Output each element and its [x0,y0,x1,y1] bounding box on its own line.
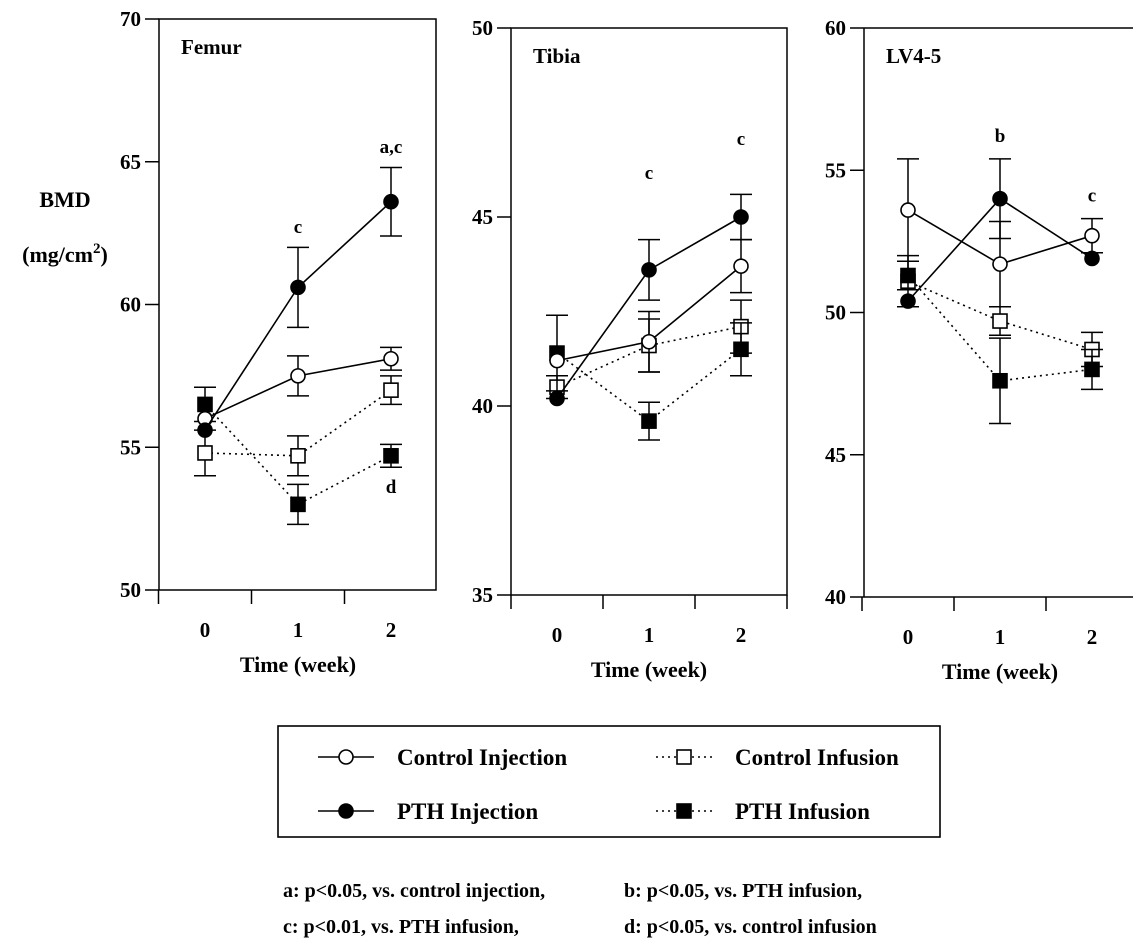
panel-tibia-series-control-injection-point-0 [549,352,565,369]
panel-tibia-series-control-injection-point-1 [641,333,657,350]
panel-tibia-ytick-label-35: 35 [472,583,493,607]
panel-lv4-5-series-control-injection-point-2 [1084,227,1100,244]
legend: Control Injection Control Infusion PTH Inj… [277,725,941,838]
panel-femur-title: Femur [181,35,242,59]
panel-femur-series-control-injection-point-1 [290,368,306,384]
panel-tibia-annotation-0: c [645,163,653,184]
panel-tibia-xtick-label-0: 0 [552,623,563,647]
legend-item-pth-injection-label: PTH Injection [397,799,538,824]
panel-tibia-title: Tibia [533,44,581,68]
panel-femur-ytick-label-55: 55 [120,435,141,459]
panel-femur-annotation-0: c [294,217,302,238]
panel-lv4-5-ytick-label-50: 50 [825,301,846,325]
legend-item-control-infusion-label: Control Infusion [735,745,899,770]
panel-lv4-5-ytick-label-45: 45 [825,443,846,467]
legend-box [277,725,941,838]
panel-lv4-5-ytick-label-40: 40 [825,585,846,609]
panel-femur-xtick-label-1: 1 [293,618,304,642]
panel-femur: 50 55 60 65 70 0 1 2 Time (week) Femur c a,c d [120,7,437,677]
panel-lv4-5-title: LV4-5 [886,44,941,68]
panel-lv4-5-xtick-label-2: 2 [1087,625,1098,649]
panel-femur-xtick-label-2: 2 [386,618,397,642]
panel-femur-ytick-label-70: 70 [120,7,141,31]
panel-tibia-series-pth-injection-point-0 [549,390,565,407]
panel-femur-series-pth-injection-point-2 [383,193,399,210]
panel-lv4-5-annotation-1: c [1088,186,1096,207]
panel-tibia-frame [510,27,788,596]
panel-lv4-5-x-label: Time (week) [942,659,1058,684]
panel-tibia-xtick-label-2: 2 [736,623,747,647]
panel-tibia-xtick-label-1: 1 [644,623,655,647]
panel-tibia-annotation-1: c [737,129,745,150]
panel-femur-series-control-infusion-point-1 [290,448,306,464]
panel-lv4-5-series-control-infusion-point-1 [992,313,1008,329]
panel-femur-series-pth-infusion-point-0 [197,396,213,413]
panel-femur-series-control-injection-point-2 [383,350,399,367]
panel-femur-series-control-infusion-point-2 [383,382,399,398]
panel-tibia-series-pth-infusion-point-1 [641,413,657,429]
panel-lv4-5: 40 45 50 55 60 0 1 2 Time (week) LV4-5 b c [825,16,1133,684]
legend-item-control-injection-label: Control Injection [397,745,567,770]
panel-tibia-ytick-label-40: 40 [472,394,493,418]
panel-femur-annotation-2: d [386,477,397,498]
panel-tibia-series-pth-infusion-point-2 [733,341,749,358]
panel-lv4-5-series-control-injection-point-1 [992,256,1008,272]
panel-lv4-5-series-pth-infusion-point-0 [900,267,916,284]
panel-femur-x-label: Time (week) [240,652,356,677]
panel-femur-ytick-label-65: 65 [120,150,141,174]
y-label-main: BMD [39,187,90,212]
panel-femur-series-control-infusion-point-0 [197,445,213,461]
panel-lv4-5-series-pth-infusion-point-1 [992,372,1008,389]
y-label-unit: (mg/cm2) [22,241,108,267]
panel-lv4-5-xtick-label-1: 1 [995,625,1006,649]
panel-lv4-5-xtick-label-0: 0 [903,625,914,649]
panel-femur-series-pth-injection-point-1 [290,279,306,296]
panel-lv4-5-series-pth-injection-point-0 [900,293,916,309]
panel-tibia-series-pth-injection-point-2 [733,209,749,225]
panel-tibia-series-control-infusion-line [556,325,742,388]
panel-femur-annotation-1: a,c [380,137,403,158]
panel-femur-series-control-infusion-line [204,389,392,457]
panel-lv4-5-series-control-injection-point-0 [900,202,916,218]
panel-tibia-series-control-injection-point-2 [733,258,749,274]
y-axis-label: BMD (mg/cm2) [22,187,108,267]
panel-tibia-x-label: Time (week) [591,657,707,682]
panel-lv4-5-ytick-label-55: 55 [825,158,846,182]
panel-femur-ytick-label-50: 50 [120,578,141,602]
legend-item-control-infusion-marker [676,749,692,765]
panel-tibia-ytick-label-45: 45 [472,205,493,229]
panel-femur-series-pth-infusion-point-1 [290,496,306,513]
panel-lv4-5-series-pth-injection-point-1 [992,190,1008,207]
legend-item-control-injection-marker [338,749,354,765]
panel-lv4-5-ytick-label-60: 60 [825,16,846,40]
legend-item-pth-injection-marker [338,803,354,819]
panel-tibia-series-pth-injection-point-1 [641,262,657,278]
panel-femur-ytick-label-60: 60 [120,293,141,317]
panel-tibia: 35 40 45 50 0 1 2 Time (week) Tibia c c [472,16,788,682]
panel-femur-series-pth-injection-point-0 [197,422,213,438]
legend-item-pth-infusion-marker [676,803,692,819]
legend-item-pth-infusion-label: PTH Infusion [735,799,870,824]
panel-lv4-5-series-pth-infusion-point-2 [1084,361,1100,378]
panel-lv4-5-annotation-0: b [995,126,1006,147]
panel-lv4-5-series-pth-injection-point-2 [1084,250,1100,267]
panel-tibia-ytick-label-50: 50 [472,16,493,40]
panel-femur-xtick-label-0: 0 [200,618,211,642]
panel-femur-series-pth-infusion-point-2 [383,448,399,464]
